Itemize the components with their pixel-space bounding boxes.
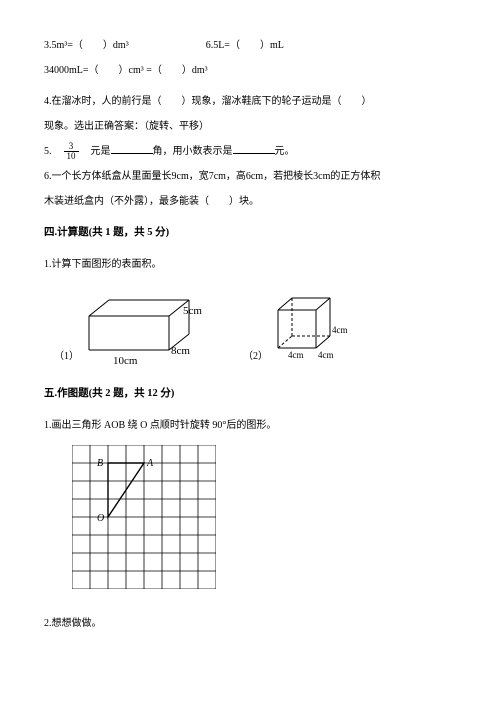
question-4-line-a: 4.在溜冰时，人的前行是（ ）现象，溜冰鞋底下的轮子运动是（ ） — [44, 92, 456, 111]
grid-figure-wrap: B A O — [72, 445, 456, 596]
fraction-icon: 310 — [64, 142, 79, 161]
section-5-title: 五.作图题(共 2 题，共 12 分) — [44, 384, 456, 404]
conversion-line-1: 3.5m³=（ ）dm³ 6.5L=（ ）mL — [44, 36, 456, 55]
conv-2: 34000mL=（ ）cm³ =（ ）dm³ — [44, 65, 208, 76]
q5-mid: 元是 — [81, 146, 111, 157]
figure-row: （1） 5cm 8cm 10cm （2） 4cm 4cm 4cm — [54, 288, 456, 366]
conv-1a: 3.5m³=（ ）dm³ — [44, 40, 129, 51]
section-4-title: 四.计算题(共 1 题，共 5 分) — [44, 223, 456, 243]
svg-text:B: B — [97, 458, 103, 469]
svg-text:O: O — [97, 513, 104, 524]
figure-2: （2） 4cm 4cm 4cm — [243, 288, 352, 366]
figure-1: （1） 5cm 8cm 10cm — [54, 288, 215, 366]
section-5-q2: 2.想想做做。 — [44, 614, 456, 633]
svg-text:4cm: 4cm — [318, 350, 334, 360]
worksheet-page: { "conv": { "l1a": "3.5m³=（ ）dm³", "l1b"… — [0, 0, 500, 707]
fig2-index: （2） — [243, 347, 268, 366]
question-6-line-b: 木装进纸盒内（不外露），最多能装（ ）块。 — [44, 192, 456, 211]
conversion-line-2: 34000mL=（ ）cm³ =（ ）dm³ — [44, 61, 456, 80]
svg-text:A: A — [146, 458, 154, 469]
section-4-q1: 1.计算下面图形的表面积。 — [44, 255, 456, 274]
grid-diagram: B A O — [72, 445, 216, 589]
question-5: 5. 310 元是 角，用小数表示是 元。 — [44, 142, 456, 161]
q5-mid2: 角，用小数表示是 — [153, 146, 233, 157]
cuboid-diagram: 5cm 8cm 10cm — [81, 288, 215, 366]
svg-text:4cm: 4cm — [332, 325, 348, 335]
fig1-index: （1） — [54, 347, 79, 366]
section-5-q1: 1.画出三角形 AOB 绕 O 点顺时针旋转 90°后的图形。 — [44, 416, 456, 435]
question-4-line-b: 现象。选出正确答案：（旋转、平移） — [44, 117, 456, 136]
blank-field — [233, 143, 275, 154]
svg-text:10cm: 10cm — [113, 355, 138, 366]
svg-text:5cm: 5cm — [183, 305, 202, 317]
cube-diagram: 4cm 4cm 4cm — [270, 288, 352, 366]
q5-pre: 5. — [44, 146, 62, 157]
q5-end: 元。 — [275, 146, 295, 157]
conv-1b: 6.5L=（ ）mL — [206, 40, 284, 51]
blank-field — [111, 143, 153, 154]
question-6-line-a: 6.一个长方体纸盒从里面量长9cm，宽7cm，高6cm，若把棱长3cm的正方体积 — [44, 167, 456, 186]
svg-text:8cm: 8cm — [171, 345, 190, 357]
svg-text:4cm: 4cm — [288, 350, 304, 360]
